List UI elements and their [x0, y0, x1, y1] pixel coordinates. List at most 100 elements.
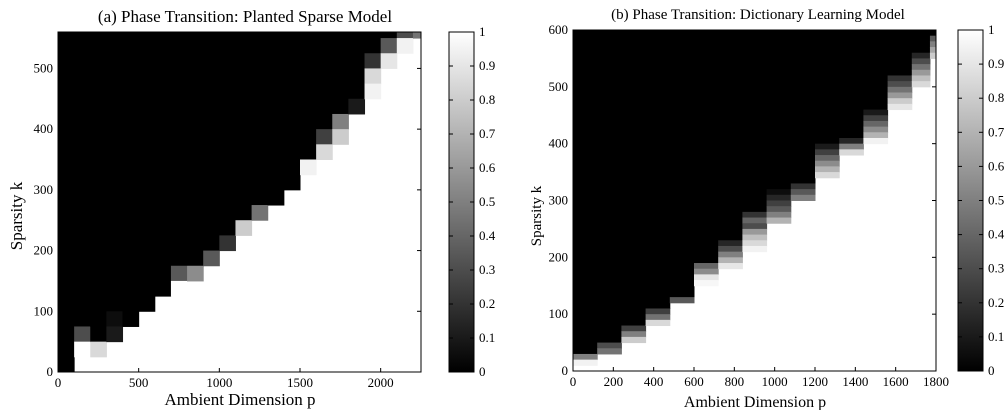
heatmap-cell [694, 280, 719, 287]
heatmap-cell [863, 132, 889, 139]
colorbar-tick-label: 0.4 [988, 227, 1005, 242]
heatmap-cell [766, 211, 792, 219]
heatmap-cell [332, 32, 349, 100]
panel-a: (a) Phase Transition: Planted Sparse Mod… [7, 7, 496, 409]
heatmap-cell [138, 296, 156, 312]
y-tick-label: 0 [47, 364, 54, 379]
heatmap-cell [887, 75, 913, 82]
heatmap-cell [396, 32, 414, 39]
x-tick-label: 1000 [206, 375, 232, 390]
heatmap-cell [90, 326, 107, 343]
heatmap-cell [283, 32, 301, 176]
heatmap-cell [621, 325, 647, 332]
heatmap-cell [645, 308, 671, 315]
heatmap-cell [839, 149, 864, 156]
colorbar-tick-label: 0.1 [988, 329, 1004, 344]
heatmap-cell [694, 274, 719, 281]
heatmap-cell [170, 32, 188, 252]
heatmap-cell [887, 103, 913, 111]
heatmap-cell [815, 160, 840, 167]
heatmap-cell [154, 32, 172, 282]
heatmap-cell [645, 319, 671, 327]
heatmap-cell [742, 30, 768, 207]
heatmap-cell [267, 32, 285, 191]
heatmap-cell [929, 52, 937, 59]
colorbar-gradient [957, 29, 984, 372]
heatmap-cells [58, 32, 422, 373]
heatmap-cell [766, 206, 792, 213]
heatmap-cell [138, 32, 156, 297]
colorbar-tick-label: 0.4 [479, 228, 496, 243]
heatmap-cell [863, 103, 889, 111]
heatmap-cell [187, 32, 204, 252]
heatmap-cell [887, 92, 913, 99]
heatmap-cell [766, 217, 792, 224]
heatmap-cell [187, 265, 204, 282]
heatmap-cell [863, 109, 889, 116]
colorbar-tick-label: 0.2 [988, 295, 1004, 310]
heatmap-cell [122, 311, 140, 327]
heatmap-cell [348, 83, 366, 100]
y-tick-label: 400 [549, 136, 569, 151]
x-tick-label: 1800 [923, 374, 949, 389]
heatmap-cell [597, 30, 622, 344]
heatmap-cell [790, 177, 816, 184]
heatmap-cell [251, 32, 269, 191]
x-tick-label: 0 [570, 374, 577, 389]
heatmap-cell [911, 30, 931, 48]
heatmap-cell [412, 32, 422, 39]
y-axis-label: Sparsity k [7, 181, 26, 250]
heatmap-cell [90, 32, 107, 327]
heatmap-cell [766, 30, 792, 184]
heatmap-cell [766, 183, 792, 190]
colorbar-tick-label: 0.3 [479, 262, 495, 277]
heatmap-cell [718, 30, 743, 236]
heatmap-cell [669, 30, 695, 292]
heatmap-cell [74, 326, 91, 343]
heatmap-cell [380, 38, 398, 54]
x-tick-label: 200 [604, 374, 624, 389]
heatmap-cell [621, 319, 647, 327]
axis-ticks: 0 200 400 600 800 1000 1200 1400 1600 1800 0 100 200… [549, 22, 950, 389]
heatmap-cell [815, 166, 840, 173]
heatmap-cell [573, 30, 598, 355]
y-tick-label: 500 [34, 60, 54, 75]
heatmap-cell [790, 30, 816, 179]
heatmap-cell [766, 194, 792, 201]
heatmap-cell [742, 240, 768, 247]
heatmap-cell [235, 32, 253, 206]
heatmap-cell [887, 69, 913, 76]
heatmap-cell [718, 245, 743, 253]
heatmap-cell [235, 205, 253, 221]
heatmap-cell [74, 341, 91, 358]
heatmap-cell [929, 47, 937, 54]
heatmap-cell [887, 30, 913, 71]
colorbar-tick-label: 0.5 [479, 194, 495, 209]
x-tick-label: 1400 [842, 374, 868, 389]
heatmap-cell [573, 359, 598, 366]
heatmap-cell [364, 32, 382, 39]
y-tick-label: 100 [549, 306, 569, 321]
colorbar-tick-label: 0.2 [479, 296, 495, 311]
heatmap-cell [621, 336, 647, 344]
heatmap-cell [790, 183, 816, 190]
heatmap-cell [911, 47, 931, 54]
y-tick-label: 200 [34, 243, 54, 258]
heatmap-cell [911, 52, 931, 59]
heatmap-cell [815, 172, 840, 179]
heatmap-cell [669, 291, 695, 298]
heatmap-cell [251, 205, 269, 221]
heatmap-cell [766, 189, 792, 196]
heatmap-cell [316, 129, 333, 145]
heatmap-cell [573, 353, 598, 361]
heatmap-cell [929, 35, 937, 42]
heatmap-cell [694, 263, 719, 270]
heatmap-cell [364, 83, 382, 100]
heatmap-cell [58, 32, 75, 358]
heatmap-cell [742, 223, 768, 230]
colorbar-tick-label: 0.7 [479, 126, 496, 141]
heatmap-cell [887, 98, 913, 105]
heatmap-cell [332, 98, 349, 115]
heatmap-cell [106, 32, 124, 312]
